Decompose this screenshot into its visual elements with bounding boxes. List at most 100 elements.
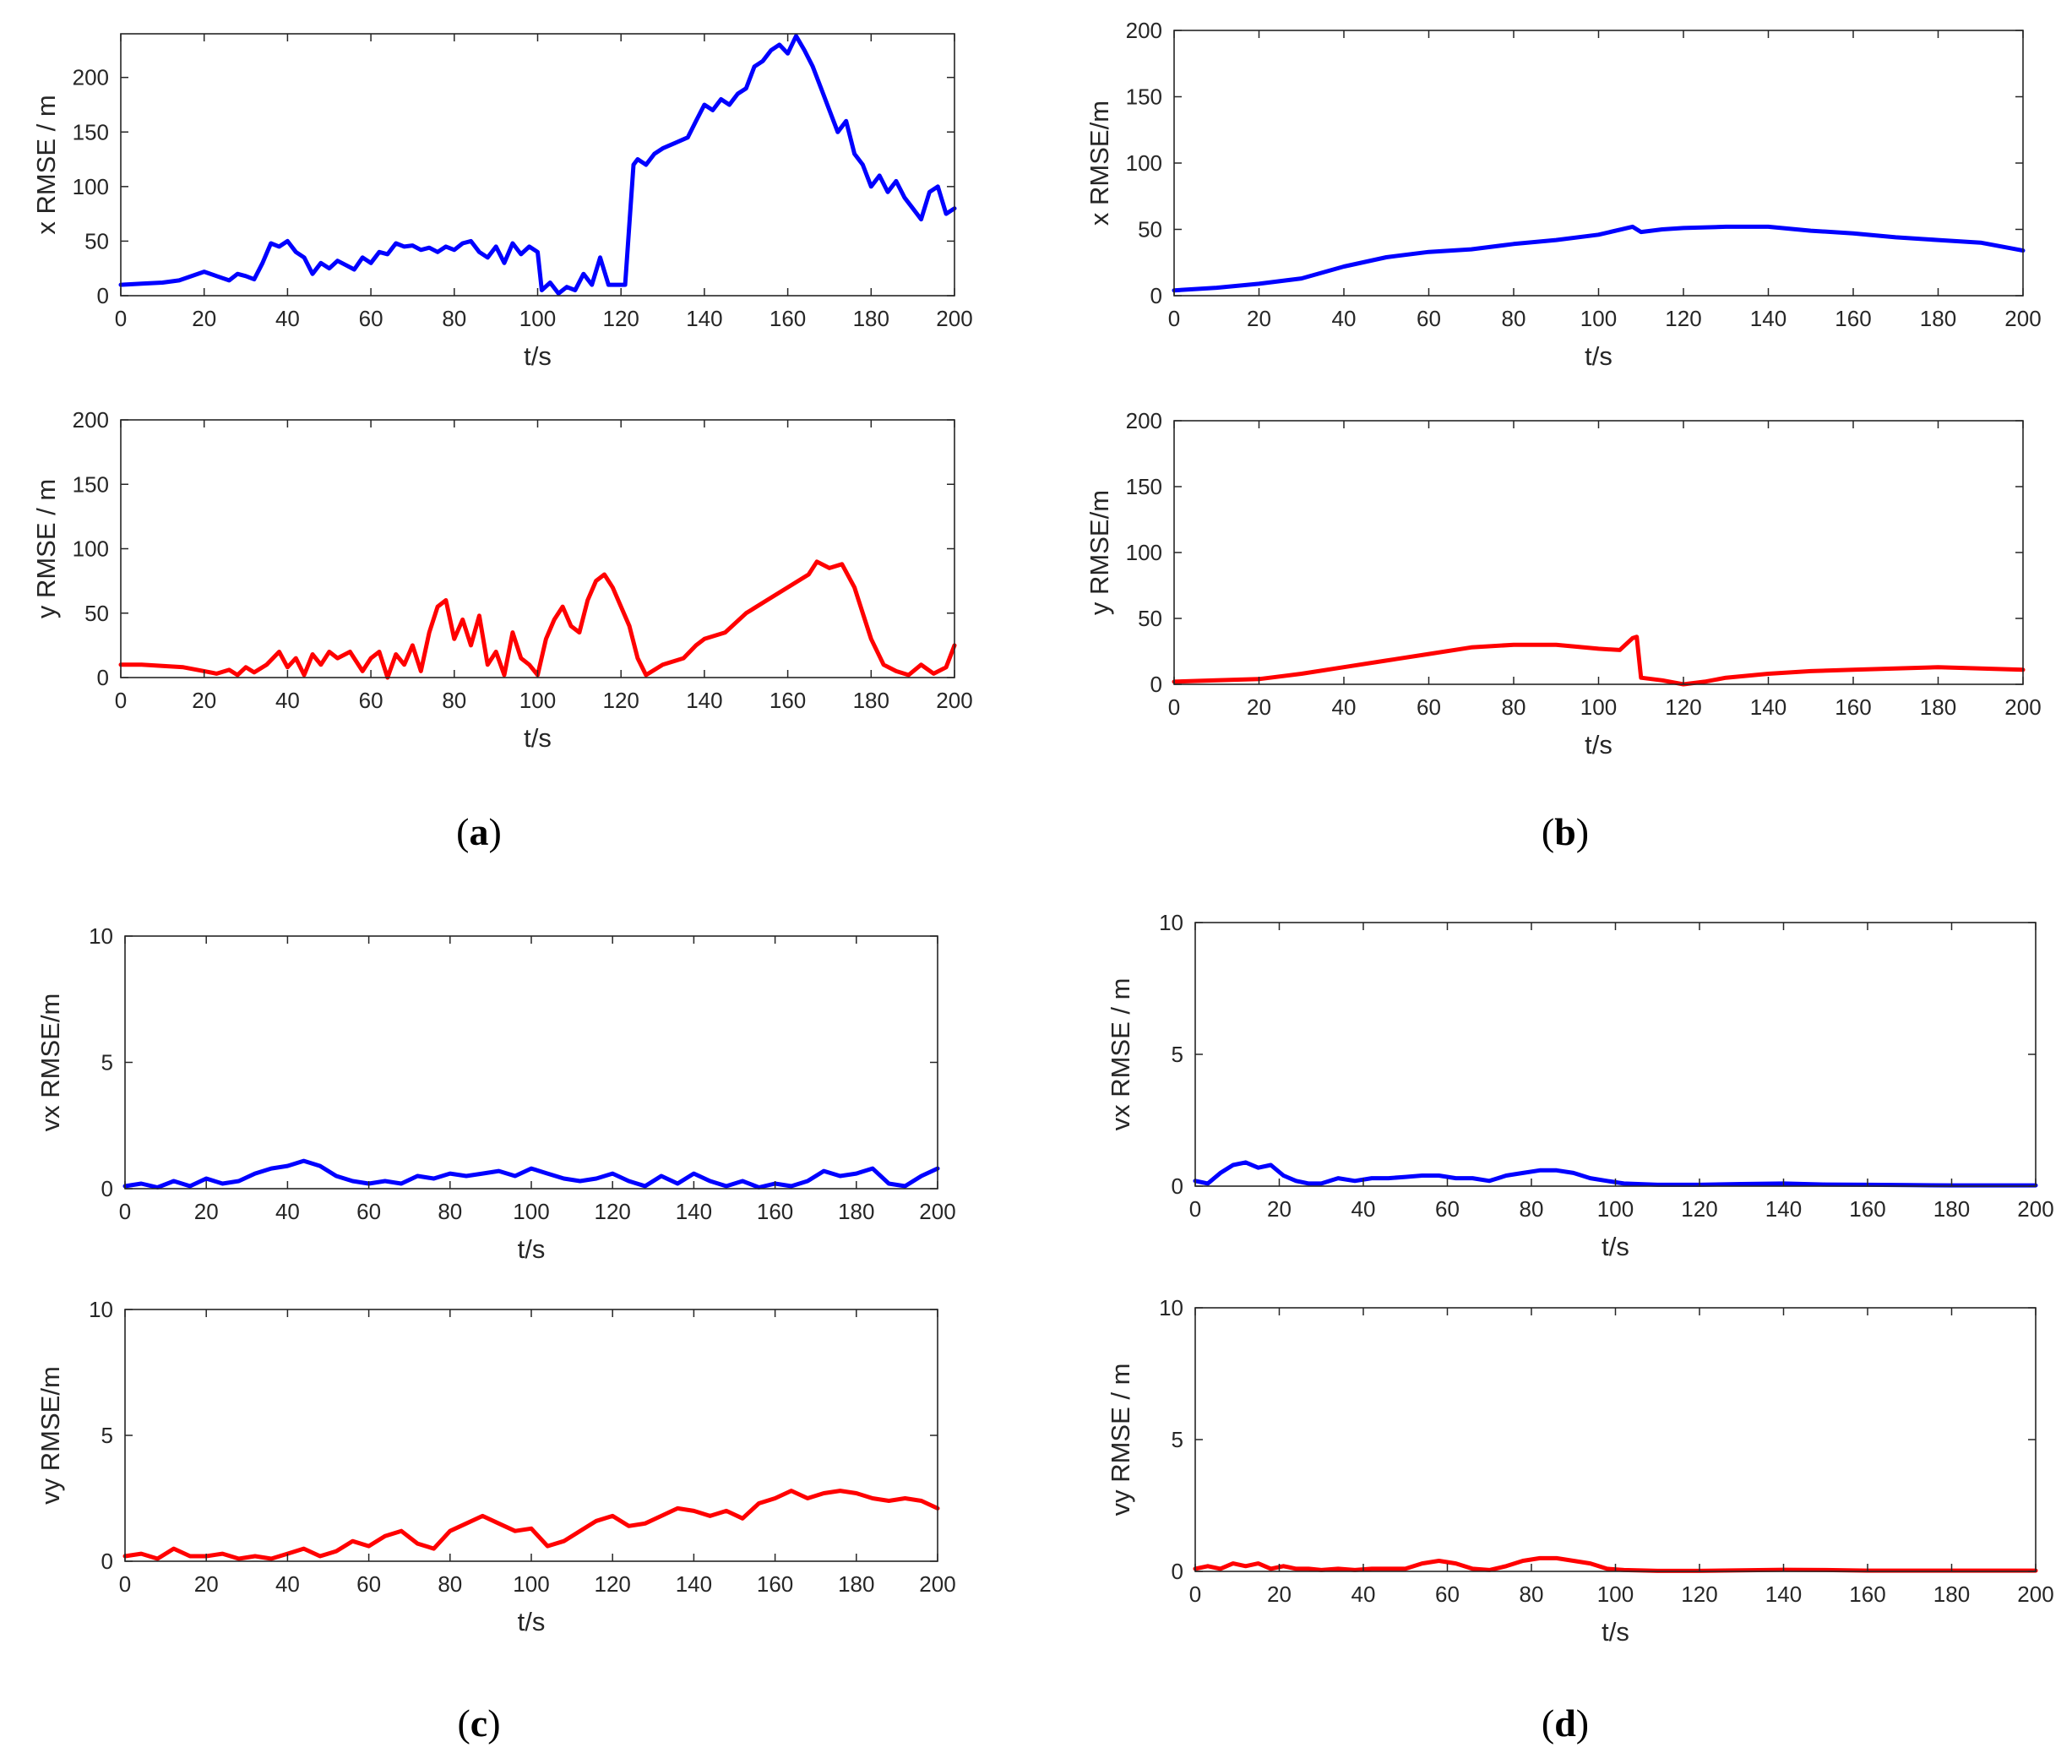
- y-tick-label: 150: [1126, 84, 1162, 110]
- x-axis-label: t/s: [1585, 730, 1612, 760]
- y-tick-label: 150: [73, 471, 109, 497]
- y-axis-label: x RMSE / m: [31, 95, 61, 234]
- x-tick-label: 140: [676, 1571, 712, 1597]
- x-tick-label: 60: [1435, 1582, 1460, 1607]
- x-tick-label: 60: [359, 688, 383, 713]
- y-tick-label: 50: [1138, 217, 1162, 242]
- chart-b-x: 0 20 40 60 80 100 120 140 160 180 200 0 50 100 150 200 t…: [1085, 18, 2042, 371]
- series-line-c-vy-0: [122, 1489, 940, 1561]
- x-tick-label: 180: [1920, 694, 1956, 720]
- x-axis-label: t/s: [518, 1234, 546, 1264]
- x-tick-label: 20: [1267, 1582, 1292, 1607]
- x-tick-label: 20: [194, 1199, 219, 1224]
- y-tick-label: 100: [1126, 540, 1162, 565]
- x-tick-label: 60: [356, 1199, 381, 1224]
- x-tick-label: 120: [1665, 306, 1701, 331]
- x-tick-label: 60: [1417, 694, 1441, 720]
- x-axis-label: t/s: [1602, 1617, 1629, 1647]
- x-tick-label: 100: [1580, 694, 1617, 720]
- x-tick-label: 180: [838, 1571, 874, 1597]
- x-tick-label: 140: [1765, 1196, 1802, 1222]
- x-tick-label: 160: [1849, 1196, 1885, 1222]
- x-tick-label: 140: [1765, 1582, 1802, 1607]
- y-tick-label: 10: [89, 923, 113, 949]
- y-axis-label: vy RMSE/m: [35, 1366, 65, 1505]
- x-tick-label: 160: [757, 1571, 793, 1597]
- x-tick-label: 100: [1597, 1196, 1634, 1222]
- x-tick-label: 200: [936, 306, 972, 331]
- y-tick-label: 5: [101, 1423, 113, 1448]
- series-line-a-x-0: [118, 34, 957, 296]
- chart-b-y: 0 20 40 60 80 100 120 140 160 180 200 0 50 100 150 200 t…: [1085, 408, 2042, 760]
- panel-label-c: (c): [457, 1701, 500, 1745]
- x-tick-label: 80: [442, 688, 466, 713]
- x-tick-label: 140: [1750, 694, 1786, 720]
- x-tick-label: 180: [853, 688, 889, 713]
- x-tick-label: 80: [438, 1199, 462, 1224]
- y-tick-label: 200: [1126, 18, 1162, 43]
- x-tick-label: 180: [838, 1199, 874, 1224]
- y-tick-label: 200: [73, 65, 109, 90]
- y-tick-label: 150: [1126, 474, 1162, 499]
- x-tick-label: 180: [1933, 1196, 1970, 1222]
- x-axis-label: t/s: [524, 723, 552, 753]
- chart-a-y: 0 20 40 60 80 100 120 140 160 180 200 0 50 100 150 200 t…: [31, 407, 973, 753]
- x-tick-label: 140: [686, 306, 722, 331]
- x-tick-label: 200: [919, 1571, 955, 1597]
- x-tick-label: 160: [770, 306, 806, 331]
- x-tick-label: 200: [2004, 306, 2041, 331]
- y-axis-label: x RMSE/m: [1085, 101, 1114, 226]
- x-tick-label: 40: [1332, 694, 1357, 720]
- series-line-b-x-0: [1172, 224, 2026, 293]
- chart-c-vy: 0 20 40 60 80 100 120 140 160 180 200 0 5 10 t/s vy RMS…: [35, 1297, 956, 1636]
- chart-a-x: 0 20 40 60 80 100 120 140 160 180 200 0 50 100 150 200 t…: [31, 33, 973, 371]
- chart-d-vy: 0 20 40 60 80 100 120 140 160 180 200 0 5 10 t/s vy RMS…: [1106, 1295, 2054, 1647]
- x-tick-label: 0: [119, 1199, 131, 1224]
- x-tick-label: 100: [513, 1571, 549, 1597]
- x-tick-label: 0: [1168, 306, 1180, 331]
- x-tick-label: 0: [1189, 1582, 1201, 1607]
- x-tick-label: 40: [275, 1571, 300, 1597]
- y-tick-label: 0: [97, 665, 109, 690]
- panel-label-b: (b): [1542, 810, 1589, 853]
- x-tick-label: 60: [1435, 1196, 1460, 1222]
- series-line-a-y-0: [118, 559, 957, 680]
- x-axis-label: t/s: [1585, 341, 1612, 371]
- x-tick-label: 100: [1597, 1582, 1634, 1607]
- x-tick-label: 40: [1351, 1196, 1376, 1222]
- y-tick-label: 5: [1172, 1427, 1183, 1452]
- x-tick-label: 200: [2017, 1196, 2053, 1222]
- x-axis-label: t/s: [1602, 1232, 1629, 1261]
- x-axis-label: t/s: [518, 1607, 546, 1636]
- x-tick-label: 160: [770, 688, 806, 713]
- x-tick-label: 100: [513, 1199, 549, 1224]
- x-tick-label: 200: [919, 1199, 955, 1224]
- x-tick-label: 160: [1849, 1582, 1885, 1607]
- y-tick-label: 10: [1159, 910, 1183, 935]
- x-tick-label: 160: [757, 1199, 793, 1224]
- x-tick-label: 180: [1933, 1582, 1970, 1607]
- y-tick-label: 5: [101, 1050, 113, 1075]
- x-tick-label: 60: [356, 1571, 381, 1597]
- x-tick-label: 40: [275, 688, 300, 713]
- x-tick-label: 140: [676, 1199, 712, 1224]
- x-tick-label: 120: [595, 1199, 631, 1224]
- x-tick-label: 160: [1835, 694, 1871, 720]
- x-tick-label: 20: [192, 688, 216, 713]
- x-tick-label: 200: [936, 688, 972, 713]
- x-tick-label: 20: [1247, 306, 1271, 331]
- x-tick-label: 80: [1520, 1196, 1544, 1222]
- y-tick-label: 50: [84, 228, 109, 253]
- y-tick-label: 0: [1150, 672, 1162, 697]
- y-tick-label: 50: [1138, 606, 1162, 631]
- x-tick-label: 40: [1332, 306, 1357, 331]
- x-tick-label: 200: [2004, 694, 2041, 720]
- x-tick-label: 120: [1681, 1196, 1717, 1222]
- y-axis-label: y RMSE / m: [31, 479, 61, 618]
- x-tick-label: 180: [853, 306, 889, 331]
- x-tick-label: 0: [115, 688, 127, 713]
- chart-d-vx: 0 20 40 60 80 100 120 140 160 180 200 0 5 10 t/s vx RMS…: [1106, 910, 2054, 1261]
- y-axis-label: vx RMSE/m: [35, 994, 65, 1132]
- y-tick-label: 200: [1126, 408, 1162, 433]
